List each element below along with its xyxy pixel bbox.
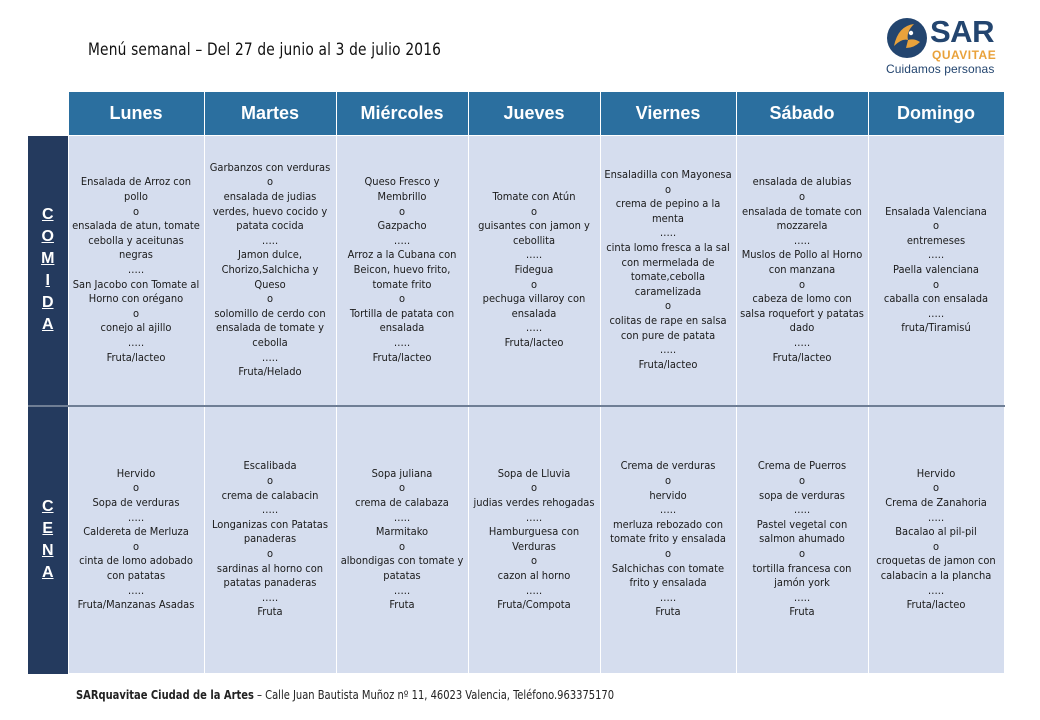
days-header-row: Lunes Martes Miércoles Jueves Viernes Sá… [28,92,1005,136]
menu-cell-cena-miercoles: Sopa juliana o crema de calabaza ….. Mar… [335,405,469,674]
label-letter: A [41,564,54,581]
cena-label: C E N A [28,405,68,674]
menu-cell-cena-jueves: Sopa de Lluvia o judias verdes rehogadas… [467,405,601,674]
menu-cell-text: Hervido o Crema de Zanahoria ….. Bacalao… [876,466,996,612]
day-header: Lunes [67,92,205,136]
menu-cell-text: Tomate con Atún o guisantes con jamon y … [478,189,590,349]
day-header: Sábado [735,92,869,136]
page-title: Menú semanal – Del 27 de junio al 3 de j… [88,40,442,60]
day-header: Viernes [599,92,737,136]
menu-cell-text: Queso Fresco y Membrillo o Gazpacho ….. … [347,175,457,364]
label-letter: C [41,498,54,515]
menu-cell-comida-sabado: ensalada de alubias o ensalada de tomate… [735,135,869,407]
menu-cell-cena-viernes: Crema de verduras o hervido ….. merluza … [599,405,737,674]
menu-cell-comida-viernes: Ensaladilla con Mayonesa o crema de pepi… [599,135,737,407]
menu-cell-text: Ensalada de Arroz con pollo o ensalada d… [72,175,200,364]
day-header: Domingo [867,92,1005,136]
day-header: Miércoles [335,92,469,136]
menu-cell-text: Crema de verduras o hervido ….. merluza … [610,459,726,619]
comida-label: C O M I D A [28,135,68,407]
menu-cell-text: Sopa juliana o crema de calabaza ….. Mar… [340,466,464,612]
menu-cell-cena-lunes: Hervido o Sopa de verduras ….. Caldereta… [67,405,205,674]
day-header: Martes [203,92,337,136]
logo-tagline: Cuidamos personas [886,62,995,76]
logo-brand: SAR [930,14,994,49]
logo-sub: QUAVITAE [932,48,997,62]
comida-row: C O M I D A Ensalada de Arroz con pollo … [28,135,1005,407]
label-letter: I [45,272,50,289]
menu-cell-text: ensalada de alubias o ensalada de tomate… [740,175,864,364]
corner-cell [28,92,68,136]
menu-cell-comida-martes: Garbanzos con verduras o ensalada de jud… [203,135,337,407]
label-letter: D [41,294,54,311]
footer-address-text: – Calle Juan Bautista Muñoz nº 11, 46023… [253,688,615,702]
menu-cell-comida-lunes: Ensalada de Arroz con pollo o ensalada d… [67,135,205,407]
menu-cell-text: Crema de Puerros o sopa de verduras ….. … [752,459,852,619]
weekly-menu-table: Lunes Martes Miércoles Jueves Viernes Sá… [28,92,1005,674]
footer-address: SARquavitae Ciudad de la Artes – Calle J… [76,688,614,702]
cena-row: C E N A Hervido o Sopa de verduras ….. C… [28,405,1005,674]
label-letter: C [41,206,54,223]
label-letter: E [42,520,54,537]
menu-cell-text: Escalibada o crema de calabacin ….. Long… [211,459,329,619]
footer-center-name: SARquavitae Ciudad de la Artes [76,688,254,702]
menu-cell-comida-jueves: Tomate con Atún o guisantes con jamon y … [467,135,601,407]
logo-face-icon [887,18,927,58]
label-letter: O [41,228,54,245]
menu-cell-text: Garbanzos con verduras o ensalada de jud… [209,160,331,379]
menu-cell-cena-domingo: Hervido o Crema de Zanahoria ….. Bacalao… [867,405,1005,674]
label-letter: N [41,542,54,559]
menu-cell-text: Sopa de Lluvia o judias verdes rehogadas… [473,466,595,612]
menu-cell-text: Hervido o Sopa de verduras ….. Caldereta… [77,466,195,612]
menu-cell-cena-martes: Escalibada o crema de calabacin ….. Long… [203,405,337,674]
sar-quavitae-logo: SAR QUAVITAE Cuidamos personas [884,14,1004,78]
menu-cell-comida-miercoles: Queso Fresco y Membrillo o Gazpacho ….. … [335,135,469,407]
day-header: Jueves [467,92,601,136]
menu-cell-text: Ensaladilla con Mayonesa o crema de pepi… [604,168,732,371]
menu-cell-comida-domingo: Ensalada Valenciana o entremeses ….. Pae… [867,135,1005,407]
label-letter: A [41,316,54,333]
label-letter: M [41,250,55,267]
menu-cell-text: Ensalada Valenciana o entremeses ….. Pae… [883,204,989,335]
menu-cell-cena-sabado: Crema de Puerros o sopa de verduras ….. … [735,405,869,674]
